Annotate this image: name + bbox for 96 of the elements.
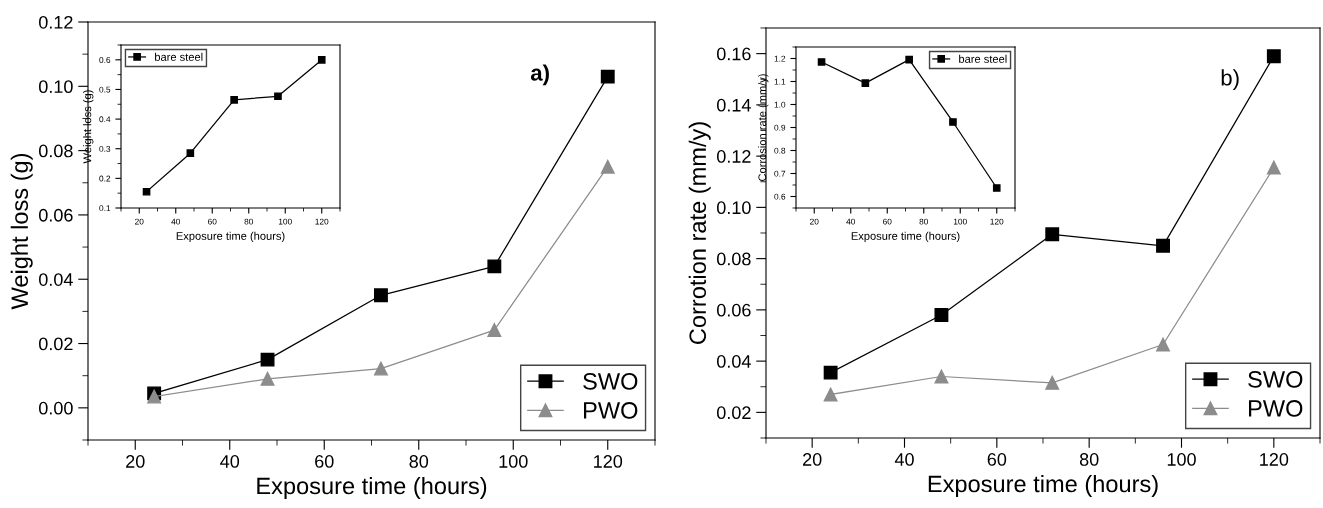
legend-label: bare steel <box>959 54 1007 63</box>
point <box>1156 238 1170 253</box>
x-tick-label: 80 <box>244 218 254 225</box>
point <box>817 58 826 66</box>
x-tick-label: 80 <box>1079 453 1099 466</box>
x-axis-title: Exposure time (hours) <box>176 231 285 243</box>
annotation: a) <box>530 64 549 86</box>
y-tick-label: 0.1 <box>99 205 111 212</box>
y-tick-label: 0.9 <box>774 124 786 131</box>
point <box>992 184 1001 192</box>
y-tick-label: 0.2 <box>99 175 111 182</box>
x-tick-label: 40 <box>894 453 914 466</box>
y-tick-label: 0.7 <box>774 170 786 177</box>
x-axis-title: Exposure time (hours) <box>257 476 487 499</box>
y-tick-label: 0.02 <box>716 406 751 420</box>
x-tick-label: 40 <box>171 218 181 225</box>
x-tick-label: 100 <box>1167 453 1196 466</box>
y-tick-label: 0.00 <box>38 401 73 415</box>
y-tick-label: 0.08 <box>716 252 751 266</box>
point <box>260 352 275 367</box>
y-tick-label: 0.12 <box>38 15 73 29</box>
y-axis-title: Corrosion rate (mm/y) <box>758 74 769 181</box>
y-tick-label: 0.06 <box>716 303 751 317</box>
point <box>374 288 388 303</box>
y-tick-label: 0.5 <box>99 86 111 93</box>
x-tick-label: 20 <box>135 218 144 225</box>
x-tick-label: 60 <box>987 453 1007 466</box>
point <box>487 259 502 274</box>
y-tick-label: 0.6 <box>774 193 786 200</box>
point <box>1045 227 1060 242</box>
point <box>1266 160 1281 175</box>
point <box>1266 49 1281 64</box>
point <box>487 323 502 337</box>
x-tick-label: 40 <box>220 455 240 468</box>
point <box>823 365 838 380</box>
x-tick-label: 20 <box>803 453 822 466</box>
x-tick-label: 120 <box>315 218 329 225</box>
annotation: b) <box>1221 69 1239 90</box>
point <box>861 79 870 87</box>
y-tick-label: 0.6 <box>99 57 111 63</box>
point <box>260 371 275 386</box>
x-tick-label: 100 <box>499 455 528 468</box>
y-tick-label: 0.8 <box>774 147 786 154</box>
x-tick-label: 40 <box>846 218 856 225</box>
point <box>142 187 151 196</box>
y-tick-label: 0.08 <box>38 144 73 158</box>
x-tick-label: 60 <box>315 455 334 468</box>
y-tick-label: 1.0 <box>774 101 786 108</box>
x-tick-label: 100 <box>953 218 967 225</box>
x-tick-label: 60 <box>208 218 217 225</box>
legend-label: SWO <box>583 372 638 390</box>
point <box>186 149 195 157</box>
point <box>823 387 838 402</box>
point <box>1156 337 1170 352</box>
x-tick-label: 120 <box>594 455 623 468</box>
point <box>230 96 238 104</box>
x-tick-label: 80 <box>919 218 929 225</box>
x-tick-label: 20 <box>126 455 145 468</box>
point <box>934 369 949 384</box>
y-tick-label: 0.10 <box>716 201 751 215</box>
point <box>934 308 949 322</box>
point <box>949 118 957 126</box>
x-axis-title: Exposure time (hours) <box>928 474 1158 497</box>
x-tick-label: 20 <box>810 218 819 225</box>
point <box>274 92 282 101</box>
y-tick-label: 0.3 <box>99 145 111 152</box>
point <box>1045 375 1060 390</box>
point <box>905 55 913 64</box>
y-axis-title: Corrotion rate (mm/y) <box>688 122 711 344</box>
y-tick-label: 0.04 <box>716 355 751 368</box>
x-tick-label: 120 <box>990 218 1004 225</box>
y-tick-label: 0.10 <box>38 80 73 94</box>
x-tick-label: 120 <box>1260 453 1289 466</box>
y-axis-title: Weight loss (g) <box>83 90 94 164</box>
y-tick-label: 0.14 <box>716 98 751 112</box>
legend-label: bare steel <box>155 52 203 61</box>
y-tick-label: 0.4 <box>99 116 111 123</box>
legend-label: PWO <box>1249 400 1303 417</box>
y-tick-label: 1.1 <box>774 78 786 85</box>
legend-label: SWO <box>1248 370 1303 388</box>
y-tick-label: 0.16 <box>716 47 751 61</box>
y-tick-label: 0.06 <box>38 208 73 222</box>
y-tick-label: 1.2 <box>774 55 786 62</box>
point <box>600 159 615 174</box>
point <box>317 55 326 64</box>
point <box>374 361 388 376</box>
y-tick-label: 0.04 <box>38 273 73 286</box>
x-tick-label: 60 <box>883 218 892 225</box>
point <box>600 69 615 84</box>
y-axis-title: Weight loss (g) <box>10 153 33 310</box>
legend-label: PWO <box>584 402 638 419</box>
x-tick-label: 100 <box>278 218 292 225</box>
y-tick-label: 0.02 <box>38 337 73 351</box>
y-tick-label: 0.12 <box>716 150 751 163</box>
x-axis-title: Exposure time (hours) <box>851 231 960 243</box>
x-tick-label: 80 <box>409 455 429 468</box>
